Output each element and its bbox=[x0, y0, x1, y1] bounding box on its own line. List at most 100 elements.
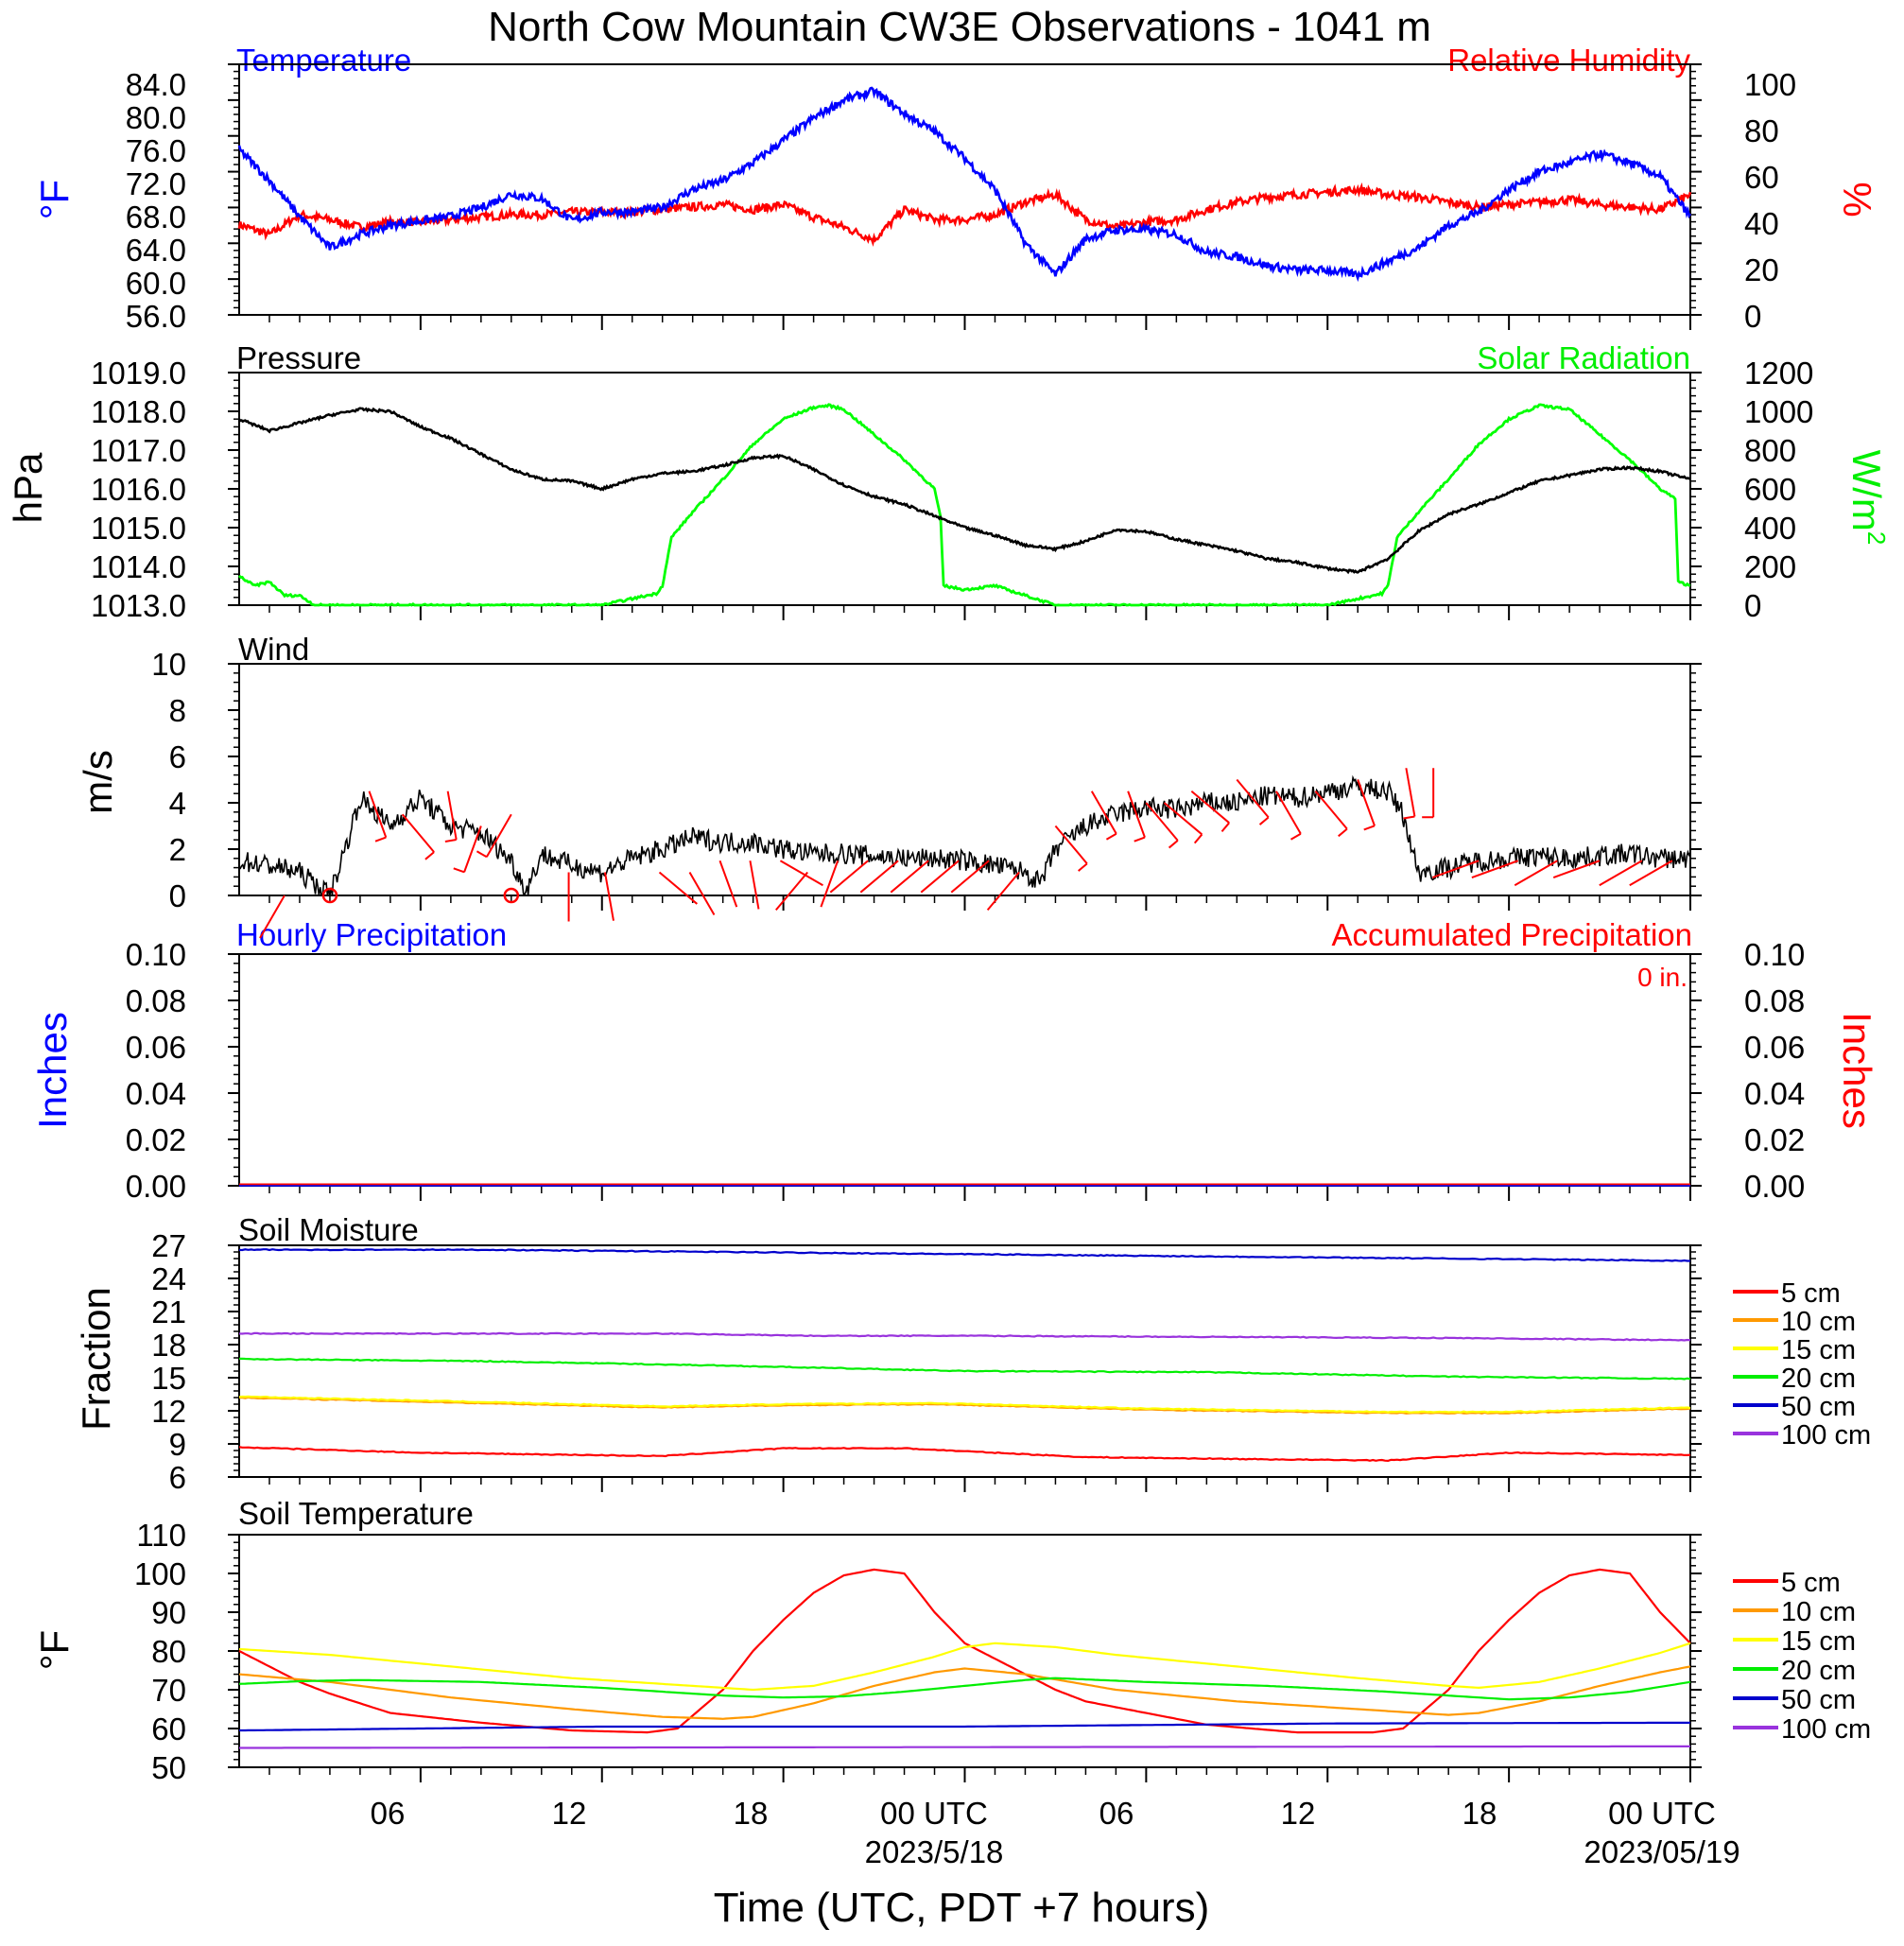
solar-tick-label: 200 bbox=[1744, 549, 1796, 584]
wind-barb bbox=[1090, 791, 1117, 835]
soil-temperature-line-10cm bbox=[238, 1665, 1691, 1720]
wind-barb-flag bbox=[1403, 815, 1415, 820]
accum-precip-tick-label: 0.10 bbox=[1744, 937, 1805, 972]
wind-barb-flag bbox=[1338, 827, 1348, 838]
wind-barb bbox=[1314, 791, 1348, 830]
legend-label-5cm: 5 cm bbox=[1781, 1568, 1841, 1598]
humidity-tick-label: 20 bbox=[1744, 252, 1779, 287]
legend-label-10cm: 10 cm bbox=[1781, 1597, 1856, 1627]
soil-moisture-tick-label: 21 bbox=[151, 1294, 186, 1329]
x-tick-label: 06 bbox=[371, 1796, 406, 1831]
legend-label-5cm: 5 cm bbox=[1781, 1278, 1841, 1309]
wind-barb bbox=[779, 860, 823, 887]
soil-temperature-tick-label: 110 bbox=[136, 1518, 186, 1553]
wind-barb bbox=[446, 791, 458, 841]
soil-temperature-panel: Soil Temperature °F 110 100 90 80 70 60 … bbox=[32, 1496, 1871, 1785]
wind-barb bbox=[259, 895, 286, 939]
accum-precip-title: Accumulated Precipitation bbox=[1331, 917, 1692, 952]
pressure-tick-label: 1016.0 bbox=[91, 472, 186, 507]
temperature-tick-label: 60.0 bbox=[126, 266, 186, 301]
wind-barb bbox=[820, 860, 839, 908]
wind-barb-flag bbox=[1168, 840, 1179, 849]
wind-barb-flag bbox=[1258, 816, 1270, 825]
wind-barb-flag bbox=[1193, 833, 1203, 844]
pressure-tick-label: 1017.0 bbox=[91, 433, 186, 468]
hourly-precip-axis-ticks: 0.10 0.08 0.06 0.04 0.02 0.00 bbox=[126, 937, 186, 1204]
wind-barb bbox=[603, 872, 614, 921]
wind-tick-label: 8 bbox=[169, 693, 186, 728]
soil-temperature-unit: °F bbox=[32, 1630, 77, 1670]
p2-frame bbox=[228, 372, 1702, 620]
soil-temperature-legend: 5 cm 10 cm 15 cm 20 cm 50 cm 100 cm bbox=[1733, 1568, 1871, 1745]
wind-barb bbox=[1127, 791, 1146, 838]
temperature-title: Temperature bbox=[236, 43, 411, 78]
x-tick-date: 2023/05/19 bbox=[1584, 1834, 1740, 1869]
accum-precip-axis-ticks: 0.10 0.08 0.06 0.04 0.02 0.00 bbox=[1744, 937, 1805, 1204]
x-tick-label: 18 bbox=[1463, 1796, 1497, 1831]
wind-barb-flag bbox=[1290, 832, 1302, 841]
wind-tick-label: 2 bbox=[169, 832, 186, 867]
humidity-line bbox=[237, 182, 1692, 248]
pressure-tick-label: 1014.0 bbox=[91, 549, 186, 584]
solar-tick-label: 800 bbox=[1744, 433, 1796, 468]
soil-temperature-line-5cm bbox=[238, 1568, 1691, 1734]
x-tick-date: 2023/5/18 bbox=[865, 1834, 1004, 1869]
soil-moisture-tick-label: 27 bbox=[151, 1228, 186, 1263]
wind-barb bbox=[1190, 790, 1230, 824]
pressure-tick-label: 1015.0 bbox=[91, 511, 186, 546]
hourly-precip-title: Hourly Precipitation bbox=[236, 917, 507, 952]
wind-barb-flag bbox=[1078, 862, 1088, 872]
soil-temperature-line-20cm bbox=[238, 1677, 1691, 1701]
legend-label-100cm: 100 cm bbox=[1781, 1420, 1871, 1451]
solar-tick-label: 0 bbox=[1744, 588, 1761, 623]
wind-barb bbox=[485, 813, 512, 858]
accum-precip-tick-label: 0.00 bbox=[1744, 1169, 1805, 1204]
chart-title: North Cow Mountain CW3E Observations - 1… bbox=[488, 4, 1431, 50]
solar-tick-label: 1200 bbox=[1744, 356, 1813, 391]
x-tick-label: 12 bbox=[1281, 1796, 1316, 1831]
x-tick-label: 00 UTC bbox=[1608, 1796, 1716, 1831]
pressure-unit: hPa bbox=[6, 452, 50, 523]
solar-unit-base: W/m bbox=[1844, 450, 1889, 531]
legend-label-10cm: 10 cm bbox=[1781, 1307, 1856, 1337]
soil-moisture-series bbox=[238, 1248, 1691, 1463]
soil-temperature-tick-label: 70 bbox=[151, 1673, 186, 1708]
wind-barb-flag bbox=[1134, 836, 1146, 843]
temperature-humidity-series bbox=[237, 86, 1692, 283]
legend-label-20cm: 20 cm bbox=[1781, 1364, 1856, 1394]
soil-moisture-tick-label: 18 bbox=[151, 1328, 186, 1363]
wind-barb-flag bbox=[1105, 832, 1117, 841]
soil-temperature-tick-label: 90 bbox=[151, 1595, 186, 1630]
wind-barb bbox=[463, 825, 482, 873]
legend-label-15cm: 15 cm bbox=[1781, 1335, 1856, 1365]
legend-label-20cm: 20 cm bbox=[1781, 1656, 1856, 1686]
legend-label-100cm: 100 cm bbox=[1781, 1714, 1871, 1745]
x-tick-label: 00 UTC bbox=[880, 1796, 988, 1831]
wind-barb bbox=[1599, 860, 1643, 887]
wind-barb bbox=[749, 860, 760, 910]
accum-precip-total: 0 in. bbox=[1637, 963, 1688, 992]
soil-moisture-tick-label: 24 bbox=[151, 1261, 186, 1296]
temperature-tick-label: 76.0 bbox=[126, 133, 186, 168]
accum-precip-tick-label: 0.06 bbox=[1744, 1030, 1805, 1065]
soil-moisture-line-20cm bbox=[238, 1357, 1691, 1381]
soil-temperature-series bbox=[238, 1568, 1691, 1749]
wind-barb bbox=[1629, 860, 1673, 887]
wind-barb bbox=[368, 791, 388, 838]
wind-barb bbox=[401, 813, 435, 853]
hourly-precip-tick-label: 0.04 bbox=[126, 1076, 186, 1111]
accum-precip-tick-label: 0.04 bbox=[1744, 1076, 1805, 1111]
temperature-line bbox=[237, 86, 1692, 283]
humidity-tick-label: 40 bbox=[1744, 206, 1779, 241]
soil-moisture-axis-ticks: 27 24 21 18 15 12 9 6 bbox=[151, 1228, 186, 1495]
solar-tick-label: 400 bbox=[1744, 511, 1796, 546]
pressure-solar-panel: Pressure Solar Radiation hPa W/m2 1019.0… bbox=[6, 340, 1891, 623]
wind-title: Wind bbox=[238, 632, 309, 667]
wind-barb-flag bbox=[444, 838, 457, 843]
temperature-tick-label: 72.0 bbox=[126, 166, 186, 201]
p1-frame bbox=[228, 63, 1702, 330]
temperature-tick-label: 64.0 bbox=[126, 233, 186, 268]
wind-barb bbox=[1552, 860, 1601, 878]
soil-moisture-unit: Fraction bbox=[74, 1287, 118, 1431]
